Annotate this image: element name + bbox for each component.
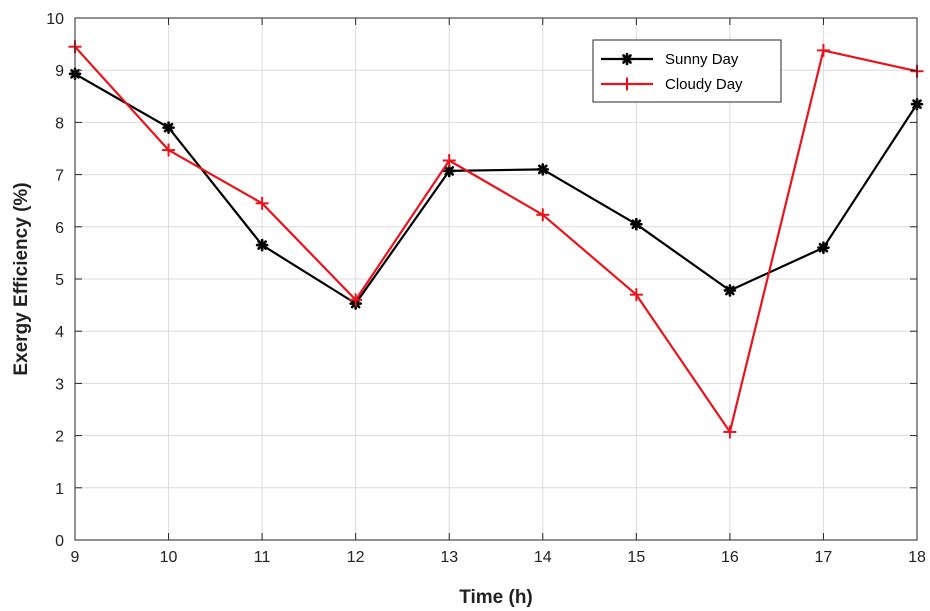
y-tick-label: 9 <box>55 63 64 80</box>
y-tick-label: 8 <box>55 115 64 132</box>
data-point <box>255 196 269 210</box>
data-point <box>629 288 643 302</box>
y-tick-label: 1 <box>55 481 64 498</box>
data-point <box>255 238 269 252</box>
data-point <box>162 143 176 157</box>
x-tick-label: 18 <box>908 549 926 566</box>
legend: Sunny Day Cloudy Day <box>592 39 782 103</box>
x-tick-label: 13 <box>440 549 458 566</box>
x-axis-title: Time (h) <box>459 587 533 608</box>
series-line-1 <box>74 45 918 433</box>
legend-marker-1 <box>620 77 634 91</box>
y-tick-label: 7 <box>55 168 64 185</box>
legend-label-1: Cloudy Day <box>665 76 743 93</box>
x-tick-label: 14 <box>534 549 552 566</box>
y-tick-label: 3 <box>55 376 64 393</box>
y-tick-label: 4 <box>55 324 64 341</box>
x-tick-label: 15 <box>627 549 645 566</box>
x-axis-ticks: 9 10 11 12 13 14 15 16 17 18 <box>71 18 926 566</box>
x-tick-label: 10 <box>160 549 178 566</box>
data-point <box>536 163 550 176</box>
y-axis-title: Exergy Efficiency (%) <box>11 182 32 375</box>
y-tick-label: 10 <box>46 11 64 28</box>
data-point <box>442 154 456 168</box>
x-tick-label: 16 <box>721 549 739 566</box>
x-tick-label: 17 <box>815 549 833 566</box>
data-point <box>817 241 830 254</box>
y-tick-label: 0 <box>55 533 64 550</box>
data-point <box>162 121 175 134</box>
y-axis-ticks: 0 1 2 3 4 5 6 7 8 9 10 <box>46 11 917 550</box>
y-tick-label: 6 <box>55 220 64 237</box>
y-tick-label: 2 <box>55 429 64 446</box>
data-point <box>723 284 737 297</box>
data-point <box>816 43 830 57</box>
series-line-0 <box>74 72 918 305</box>
data-point <box>536 208 550 222</box>
data-point <box>349 293 363 307</box>
x-tick-label: 11 <box>254 549 271 566</box>
y-tick-label: 5 <box>55 272 64 289</box>
legend-box <box>592 39 782 103</box>
data-point <box>723 425 737 439</box>
data-point <box>442 164 456 178</box>
x-tick-label: 12 <box>347 549 365 566</box>
x-tick-label: 9 <box>71 549 80 566</box>
legend-label-0: Sunny Day <box>665 51 739 68</box>
legend-marker-0 <box>620 52 634 66</box>
data-point <box>630 217 643 231</box>
series-layer <box>68 40 924 439</box>
